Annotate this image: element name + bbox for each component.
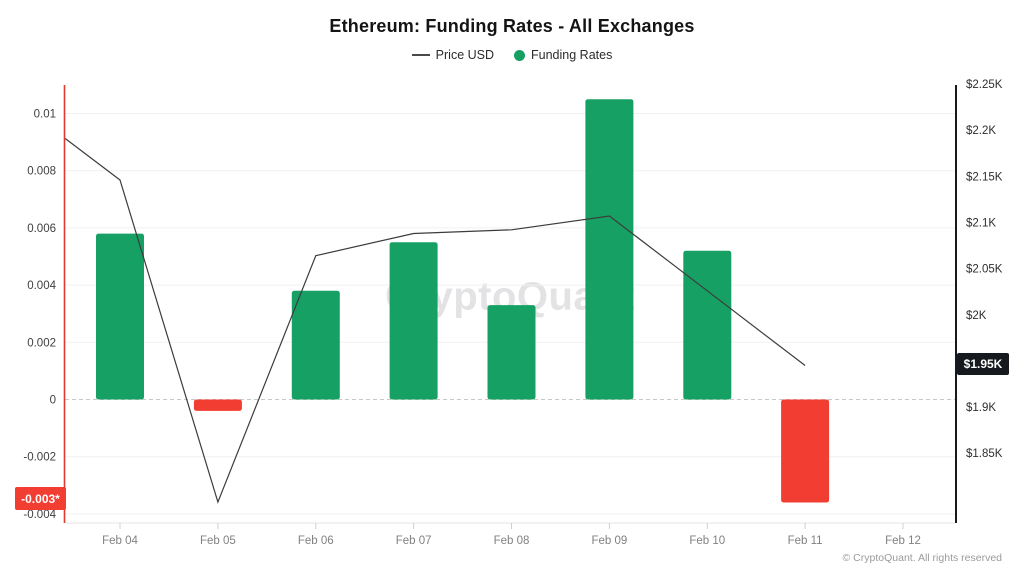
x-axis-tick-label: Feb 08 (494, 535, 530, 547)
funding-rate-bar[interactable] (193, 399, 242, 411)
left-axis-tick-label: -0.004 (23, 509, 56, 521)
left-axis-tick-label: -0.002 (23, 452, 56, 464)
dot-marker-icon (514, 49, 526, 61)
right-axis-tick-label: $2.15K (966, 171, 1003, 183)
funding-rate-bar[interactable] (487, 305, 536, 400)
x-axis-tick-label: Feb 11 (788, 535, 823, 547)
left-axis-tick-label: 0.01 (34, 109, 56, 121)
line-marker-icon (411, 54, 430, 56)
x-axis-tick-label: Feb 12 (885, 535, 921, 547)
left-axis-tick-label: 0.008 (27, 166, 56, 178)
legend-label-funding-rates: Funding Rates (531, 48, 613, 62)
funding-rate-value-badge: -0.003* (15, 487, 66, 510)
legend-label-price-usd: Price USD (435, 48, 495, 62)
x-axis-tick-label: Feb 06 (298, 535, 334, 547)
left-axis-tick-label: 0.004 (27, 280, 56, 292)
chart-title: Ethereum: Funding Rates - All Exchanges (329, 16, 695, 36)
right-axis-tick-label: $2.1K (966, 217, 996, 229)
right-axis-tick-label: $2K (966, 310, 987, 322)
right-axis-tick-label: $1.9K (966, 402, 996, 414)
left-axis-tick-label: 0.006 (27, 223, 56, 235)
legend: Price USD Funding Rates (0, 48, 1024, 62)
funding-rate-bar[interactable] (781, 399, 830, 503)
x-axis-tick-label: Feb 09 (591, 535, 627, 547)
x-axis-tick-label: Feb 07 (396, 535, 432, 547)
legend-item-funding-rates[interactable]: Funding Rates (514, 48, 612, 62)
x-axis-tick-label: Feb 05 (200, 535, 236, 547)
x-axis-tick-label: Feb 04 (102, 535, 138, 547)
copyright-notice: © CryptoQuant. All rights reserved (842, 552, 1002, 564)
price-line (64, 138, 806, 504)
funding-rate-bar[interactable] (389, 242, 438, 400)
funding-rate-bar[interactable] (585, 99, 634, 400)
right-axis-tick-label: $2.2K (966, 125, 996, 137)
legend-item-price-usd[interactable]: Price USD (411, 48, 495, 62)
funding-rate-bar[interactable] (291, 290, 340, 400)
left-axis-tick-label: 0.002 (27, 337, 56, 349)
left-axis-tick-label: 0 (50, 395, 56, 407)
right-axis-tick-label: $1.85K (966, 448, 1003, 460)
funding-rate-bar[interactable] (683, 250, 732, 400)
x-axis-tick-label: Feb 10 (689, 535, 725, 547)
right-axis-tick-label: $2.25K (966, 79, 1003, 91)
price-value-badge: $1.95K (957, 353, 1009, 375)
right-axis-tick-label: $2.05K (966, 264, 1003, 276)
funding-rate-bar[interactable] (96, 233, 144, 400)
